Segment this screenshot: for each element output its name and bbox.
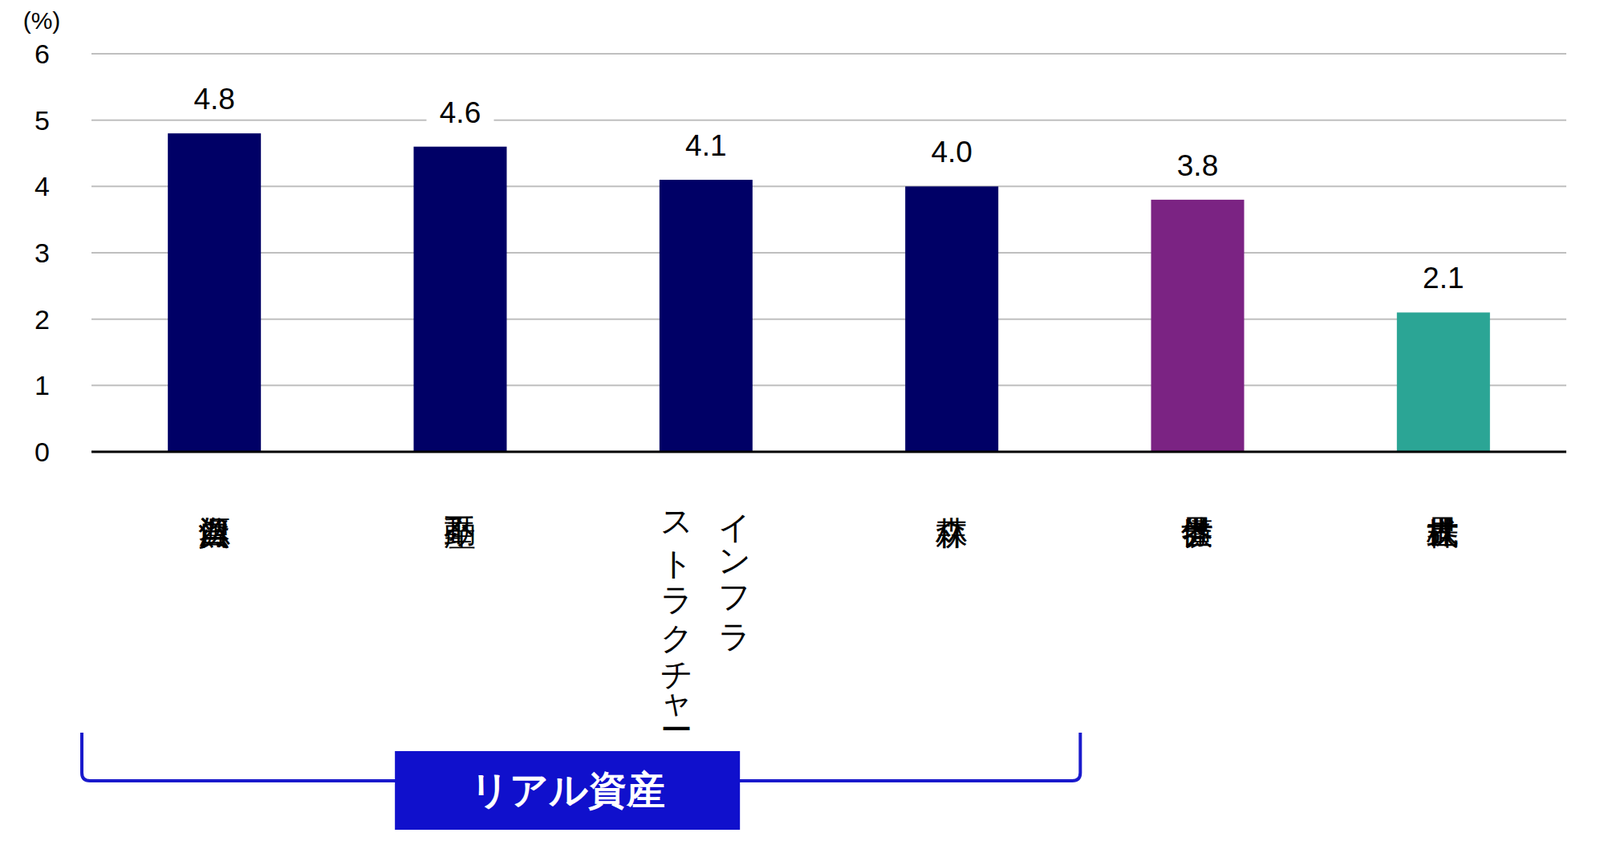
bars <box>167 133 1491 452</box>
bar <box>167 133 261 452</box>
grid-line <box>91 52 1567 55</box>
data-label: 4.8 <box>193 82 235 116</box>
data-label-bg <box>917 132 986 170</box>
x-axis-line <box>91 450 1567 454</box>
y-tick-label: 3 <box>34 237 50 269</box>
grid-line <box>91 185 1567 187</box>
data-label-bg <box>1409 258 1478 296</box>
data-label-bg <box>426 93 495 130</box>
data-label-bg <box>1164 146 1232 183</box>
y-tick-label: 4 <box>34 170 50 202</box>
data-label: 4.6 <box>439 96 481 130</box>
x-tick-label: 世界株式 <box>1427 516 1460 549</box>
data-label-bg <box>180 79 248 117</box>
data-label: 4.0 <box>930 135 972 169</box>
y-tick-label: 1 <box>34 369 50 401</box>
grid-line <box>91 318 1567 321</box>
x-tick-label: 森林 <box>935 517 968 549</box>
y-tick-label: 6 <box>34 38 50 70</box>
data-label: 4.1 <box>685 129 727 163</box>
x-tick-label: インフラ <box>717 491 753 652</box>
y-tick-label: 5 <box>34 105 50 136</box>
bar <box>905 186 999 452</box>
y-axis-label: (%) <box>23 7 61 34</box>
data-label: 3.8 <box>1177 149 1219 183</box>
x-tick-label: 世界債券 <box>1181 516 1214 549</box>
grid-line <box>91 251 1567 254</box>
grid-line <box>91 450 1567 453</box>
group-label: リアル資産 <box>470 768 666 812</box>
bar <box>1396 312 1491 452</box>
bar <box>1151 199 1245 452</box>
x-tick-label: 不動産 <box>444 515 476 549</box>
group-box <box>394 751 740 830</box>
x-tick-label: ストラクチャー <box>659 491 695 731</box>
y-tick-label: 2 <box>34 304 50 335</box>
grid-line <box>91 384 1567 386</box>
bar <box>414 146 508 452</box>
data-label: 2.1 <box>1422 261 1464 295</box>
x-tick-label: 自然資源 <box>197 516 230 550</box>
y-tick-label: 0 <box>34 436 50 468</box>
bar <box>659 179 753 452</box>
data-label-bg <box>672 125 740 163</box>
grid-line <box>91 119 1567 122</box>
chart: 0 1 2 3 4 5 6 (%) 4.8 4.6 4.1 4.0 3.8 2.1 自然資源 不動産 インフラス… <box>0 0 1600 845</box>
